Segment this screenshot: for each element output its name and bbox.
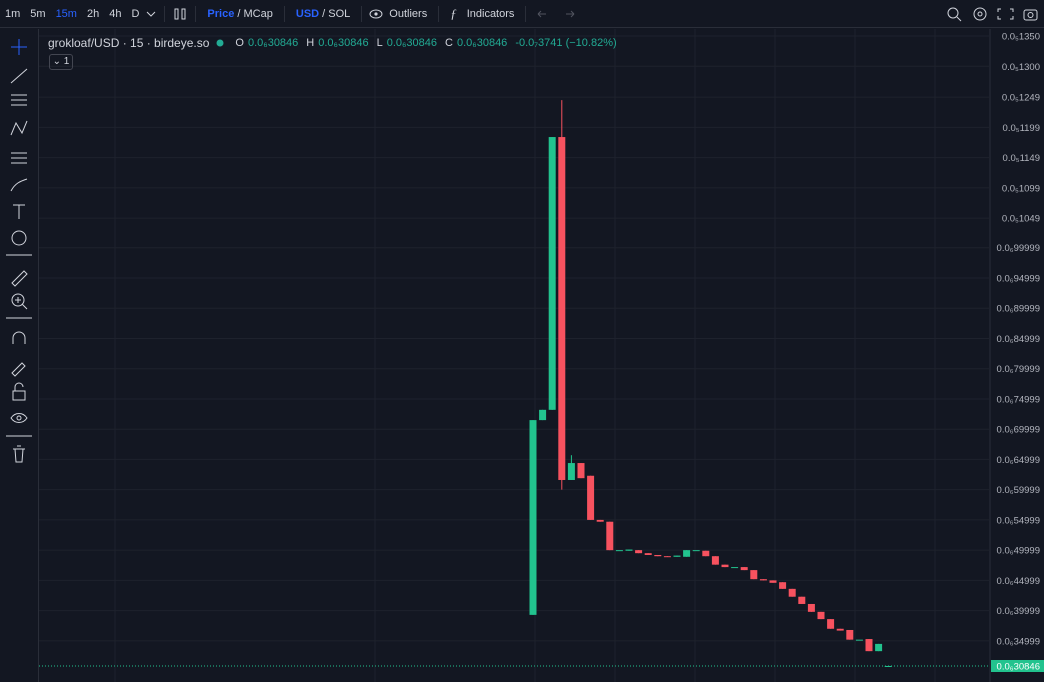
y-tick-label: 0.0₆54999 [997, 515, 1040, 526]
candle-body [836, 628, 844, 631]
close-value: 0.0₆30846 [456, 37, 508, 49]
price-option[interactable]: Price [207, 7, 235, 20]
status-dot [216, 39, 224, 47]
price-mcap-toggle[interactable]: Price / MCap [202, 8, 277, 20]
fx-icon: ƒ [450, 5, 457, 21]
candle-body [606, 521, 614, 551]
top-toolbar: 1m 5m 15m 2h 4h D Price / MCap USD / SOL… [0, 0, 1044, 28]
symbol: grokloaf/USD · 15 · birdeye.so [48, 36, 210, 50]
candle-body [855, 639, 863, 641]
interval[interactable]: 1m [5, 7, 21, 20]
candle-body [673, 555, 681, 557]
low-key: L [376, 37, 383, 49]
candle-body [558, 137, 566, 480]
y-tick-label: 0.0₆69999 [997, 425, 1040, 436]
candle-body [817, 611, 825, 620]
interval[interactable]: 5m [30, 7, 46, 20]
candle-body [692, 550, 700, 552]
candle-body [807, 603, 815, 612]
last-price-badge [991, 659, 1044, 672]
y-tick-label: 0.0₆94999 [997, 273, 1040, 284]
candle-body [779, 582, 787, 589]
candle-body [663, 556, 671, 558]
y-tick-label: 0.0₆49999 [997, 546, 1040, 557]
candle-body [644, 553, 652, 555]
candle-body [625, 549, 633, 551]
price-chart: 0.0₅1350 0.0₅1300 0.0₅1249 0.0₅1199 0.0₅1149… [39, 29, 1044, 682]
y-tick-label: 0.0₆44999 [997, 576, 1040, 587]
interval-dropdown[interactable] [144, 7, 158, 21]
candle-body [875, 643, 883, 652]
chart-type-button[interactable] [171, 5, 189, 23]
indicators-button[interactable]: Indicators [466, 7, 515, 20]
high-value: 0.0₆30846 [318, 37, 369, 49]
undo-redo[interactable] [532, 7, 582, 21]
close-key: C [445, 37, 453, 49]
last-price-label: 0.0₆30846 [997, 661, 1040, 672]
open-value: 0.0₆30846 [247, 37, 299, 49]
candle-body [702, 550, 710, 557]
y-tick-label: 0.0₅1300 [1002, 62, 1040, 73]
candle-body [788, 588, 796, 597]
candle-body [596, 519, 604, 522]
candle-body [721, 564, 729, 568]
currency-toggle[interactable]: USD / SOL [291, 8, 355, 20]
candle-body [615, 550, 623, 552]
interval[interactable]: 4h [109, 7, 122, 20]
candle-body [577, 463, 585, 479]
interval[interactable]: 15m [55, 7, 77, 20]
candle-body [683, 550, 691, 557]
candle-body [827, 619, 835, 629]
usd-option[interactable]: USD [295, 7, 320, 20]
interval[interactable]: D [131, 7, 140, 20]
candle-body [731, 567, 739, 569]
y-tick-label: 0.0₅1149 [1003, 153, 1040, 164]
low-value: 0.0₆30846 [386, 37, 438, 49]
y-tick-label: 0.0₆64999 [997, 455, 1040, 466]
change: -0.0₇3741 (−10.82%) [515, 37, 617, 49]
interval[interactable]: 2h [86, 7, 100, 20]
drawing-toolbar [6, 29, 39, 682]
candle-body [759, 579, 767, 581]
candle-body [654, 554, 662, 557]
candle-body [846, 629, 854, 640]
indicator-count[interactable]: ⌄ 1 [49, 54, 73, 70]
y-tick-label: 0.0₆79999 [997, 364, 1040, 375]
y-tick-label: 0.0₆84999 [997, 334, 1040, 345]
y-tick-label: 0.0₆39999 [997, 606, 1040, 617]
candle-body [635, 550, 643, 554]
outliers-button[interactable]: Outliers [389, 7, 428, 20]
y-tick-label: 0.0₅1049 [1002, 214, 1040, 225]
candle-body [567, 463, 575, 480]
open-key: O [235, 37, 244, 49]
sol-option[interactable]: / SOL [322, 7, 351, 20]
y-tick-label: 0.0₆74999 [997, 394, 1040, 405]
candle-body [740, 567, 748, 571]
top-right-icons[interactable] [944, 5, 1044, 23]
candle-body [711, 556, 719, 565]
candle-body [798, 596, 806, 604]
y-tick-label: 0.0₆99999 [997, 243, 1040, 254]
y-tick-label: 0.0₆59999 [997, 485, 1040, 496]
y-tick-label: 0.0₅1199 [1003, 123, 1040, 134]
mcap-option[interactable]: / MCap [237, 7, 273, 20]
candle-body [529, 420, 537, 615]
legend: grokloaf/USD · 15 · birdeye.so O 0.0₆3084… [48, 36, 617, 50]
eye-icon [369, 9, 383, 18]
y-tick-label: 0.0₅1099 [1002, 183, 1040, 194]
y-tick-label: 0.0₆89999 [997, 304, 1040, 315]
candle-body [539, 409, 547, 421]
y-tick-label: 0.0₆34999 [997, 636, 1040, 647]
candle-body [865, 639, 873, 652]
high-key: H [306, 37, 315, 49]
candle-body [587, 475, 595, 520]
y-tick-label: 0.0₅1249 [1002, 93, 1040, 104]
candle-body [750, 570, 758, 580]
count: 1 [63, 56, 70, 67]
candle-body [769, 580, 777, 583]
y-tick-label: 0.0₅1350 [1002, 32, 1040, 43]
candle-body [548, 137, 556, 410]
